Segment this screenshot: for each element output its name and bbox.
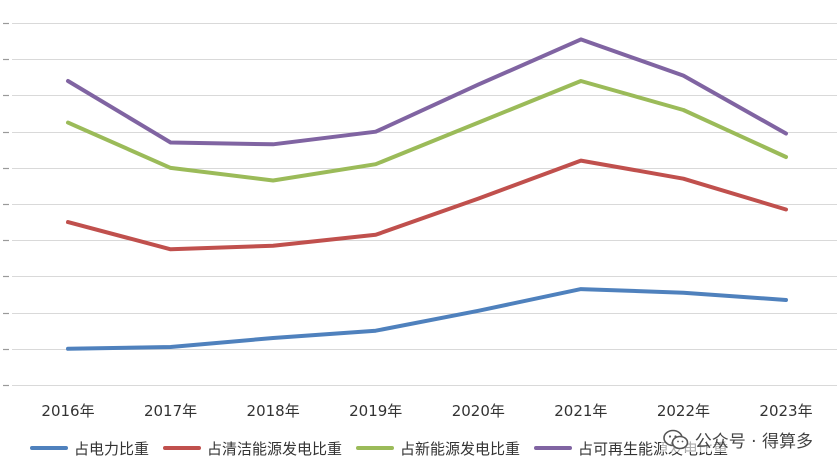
data-point bbox=[66, 79, 70, 83]
watermark: 公众号 · 得算多 bbox=[660, 427, 815, 452]
data-point bbox=[784, 207, 788, 211]
x-tick-label: 2023年 bbox=[759, 402, 812, 420]
data-point bbox=[784, 298, 788, 302]
watermark-text: 公众号 · 得算多 bbox=[694, 432, 813, 452]
data-point bbox=[579, 79, 583, 83]
data-point bbox=[271, 179, 275, 183]
legend-swatch bbox=[163, 446, 202, 450]
x-tick-label: 2021年 bbox=[554, 402, 607, 420]
data-point bbox=[579, 37, 583, 41]
x-tick-label: 2019年 bbox=[349, 402, 402, 420]
legend-item-new-energy-share: 占新能源发电比重 bbox=[356, 438, 520, 459]
x-tick-label: 2017年 bbox=[144, 402, 197, 420]
data-point bbox=[271, 336, 275, 340]
chart-legend: 占电力比重 占清洁能源发电比重 占新能源发电比重 占可再生能源发电比重 bbox=[30, 436, 728, 460]
data-point bbox=[681, 291, 685, 295]
legend-label: 占电力比重 bbox=[74, 439, 150, 458]
data-point bbox=[374, 329, 378, 333]
data-point bbox=[476, 121, 480, 125]
legend-swatch bbox=[356, 446, 395, 450]
series-line-4 bbox=[66, 37, 788, 147]
data-point bbox=[579, 159, 583, 163]
legend-label: 占清洁能源发电比重 bbox=[207, 439, 343, 458]
data-point bbox=[681, 108, 685, 112]
data-point bbox=[579, 287, 583, 291]
data-point bbox=[476, 309, 480, 313]
legend-item-power-share: 占电力比重 bbox=[30, 438, 149, 459]
data-point bbox=[374, 162, 378, 166]
data-point bbox=[169, 141, 173, 145]
chart-plot: 2016年 2017年 2018年 2019年 2020年 2021年 2022年 2023年 bbox=[3, 22, 837, 420]
data-point bbox=[66, 347, 70, 351]
legend-item-clean-energy-share: 占清洁能源发电比重 bbox=[163, 438, 342, 459]
x-tick-label: 2020年 bbox=[452, 402, 505, 420]
legend-swatch bbox=[534, 446, 573, 450]
data-point bbox=[374, 130, 378, 134]
data-point bbox=[169, 247, 173, 251]
series-line-3 bbox=[66, 79, 788, 183]
series-line-1 bbox=[66, 287, 788, 351]
data-point bbox=[784, 155, 788, 159]
data-point bbox=[271, 142, 275, 146]
data-point bbox=[374, 233, 378, 237]
legend-label: 占新能源发电比重 bbox=[400, 439, 521, 458]
data-point bbox=[169, 345, 173, 349]
x-tick-label: 2016年 bbox=[41, 402, 94, 420]
data-point bbox=[681, 74, 685, 78]
legend-swatch bbox=[30, 446, 68, 450]
data-point bbox=[681, 177, 685, 181]
data-point bbox=[169, 166, 173, 170]
data-point bbox=[66, 220, 70, 224]
data-point bbox=[784, 131, 788, 135]
x-tick-label: 2018年 bbox=[247, 402, 300, 420]
x-tick-label: 2022年 bbox=[657, 402, 710, 420]
series-line-2 bbox=[66, 158, 788, 252]
data-point bbox=[66, 121, 70, 125]
wechat-icon bbox=[662, 429, 689, 449]
data-point bbox=[476, 197, 480, 201]
data-point bbox=[476, 83, 480, 87]
data-point bbox=[271, 244, 275, 248]
